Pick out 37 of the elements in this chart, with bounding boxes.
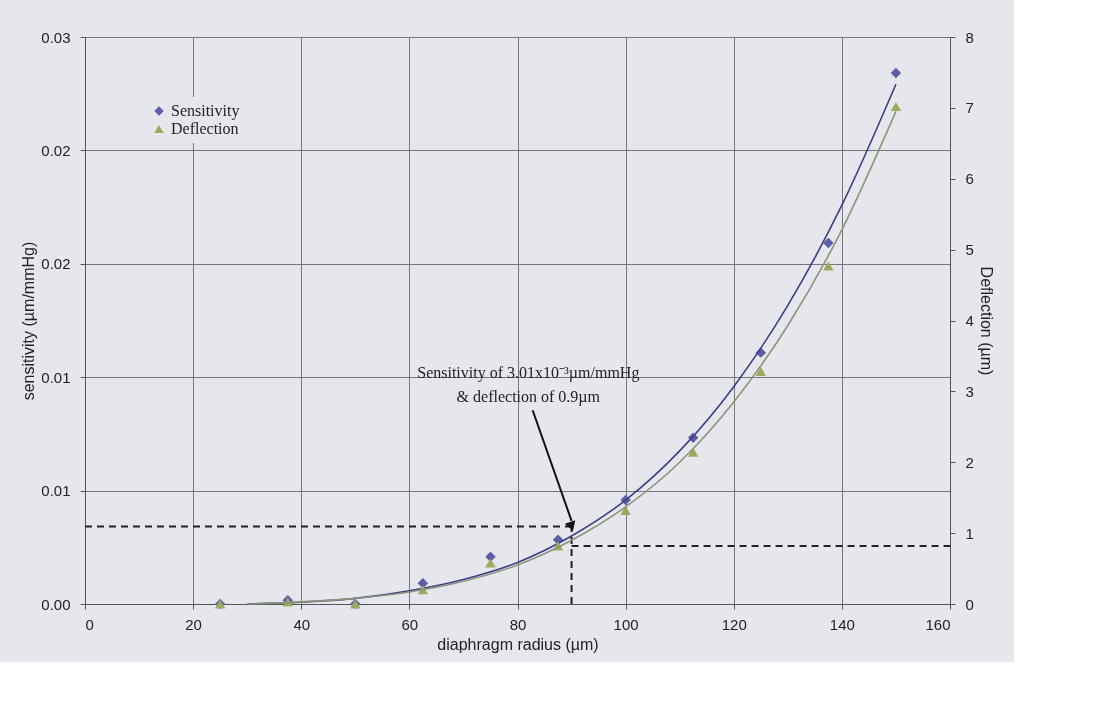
x-tick-label: 100 <box>613 615 639 633</box>
x-tick-label: 60 <box>401 615 419 633</box>
y-tick-label: 0.01 <box>41 368 71 386</box>
y-tick-label: 0.02 <box>41 255 71 273</box>
y-tick-label: 0.02 <box>41 141 71 159</box>
y2-tick-label: 4 <box>965 312 974 329</box>
point <box>417 577 429 589</box>
x-axis-title: diaphragm radius (µm) <box>437 635 599 653</box>
y2-tick-label: 1 <box>965 524 974 542</box>
x-tick-label: 20 <box>185 615 202 633</box>
point <box>620 505 631 515</box>
x-tick-label: 160 <box>925 615 951 633</box>
y2-tick-label: 8 <box>965 28 974 46</box>
x-tick-label: 40 <box>293 615 311 633</box>
y2-axis-title: Deflection (µm) <box>977 266 995 376</box>
point <box>755 366 767 377</box>
x-tick-label: 0 <box>85 615 94 633</box>
y2-tick-label: 6 <box>965 170 974 188</box>
y-tick-label: 0.01 <box>41 482 71 500</box>
legend-label: Sensitivity <box>171 102 240 120</box>
point <box>890 101 902 111</box>
y-axis-title: sensitivity (µm/mmHg) <box>20 241 38 401</box>
y-tick-label: 0.03 <box>41 28 71 46</box>
y2-tick-label: 3 <box>965 382 974 400</box>
point <box>485 558 496 568</box>
point <box>687 447 699 457</box>
y2-tick-label: 0 <box>965 595 974 613</box>
point <box>823 237 834 249</box>
y2-tick-label: 5 <box>965 241 974 259</box>
point <box>890 67 902 79</box>
x-tick-label: 140 <box>829 615 855 633</box>
y2-tick-label: 2 <box>965 453 974 471</box>
x-tick-label: 80 <box>509 615 527 633</box>
y-tick-label: 0.00 <box>41 595 71 613</box>
x-tick-label: 120 <box>721 615 747 633</box>
legend-label: Deflection <box>171 120 239 137</box>
y2-tick-label: 7 <box>965 99 974 117</box>
